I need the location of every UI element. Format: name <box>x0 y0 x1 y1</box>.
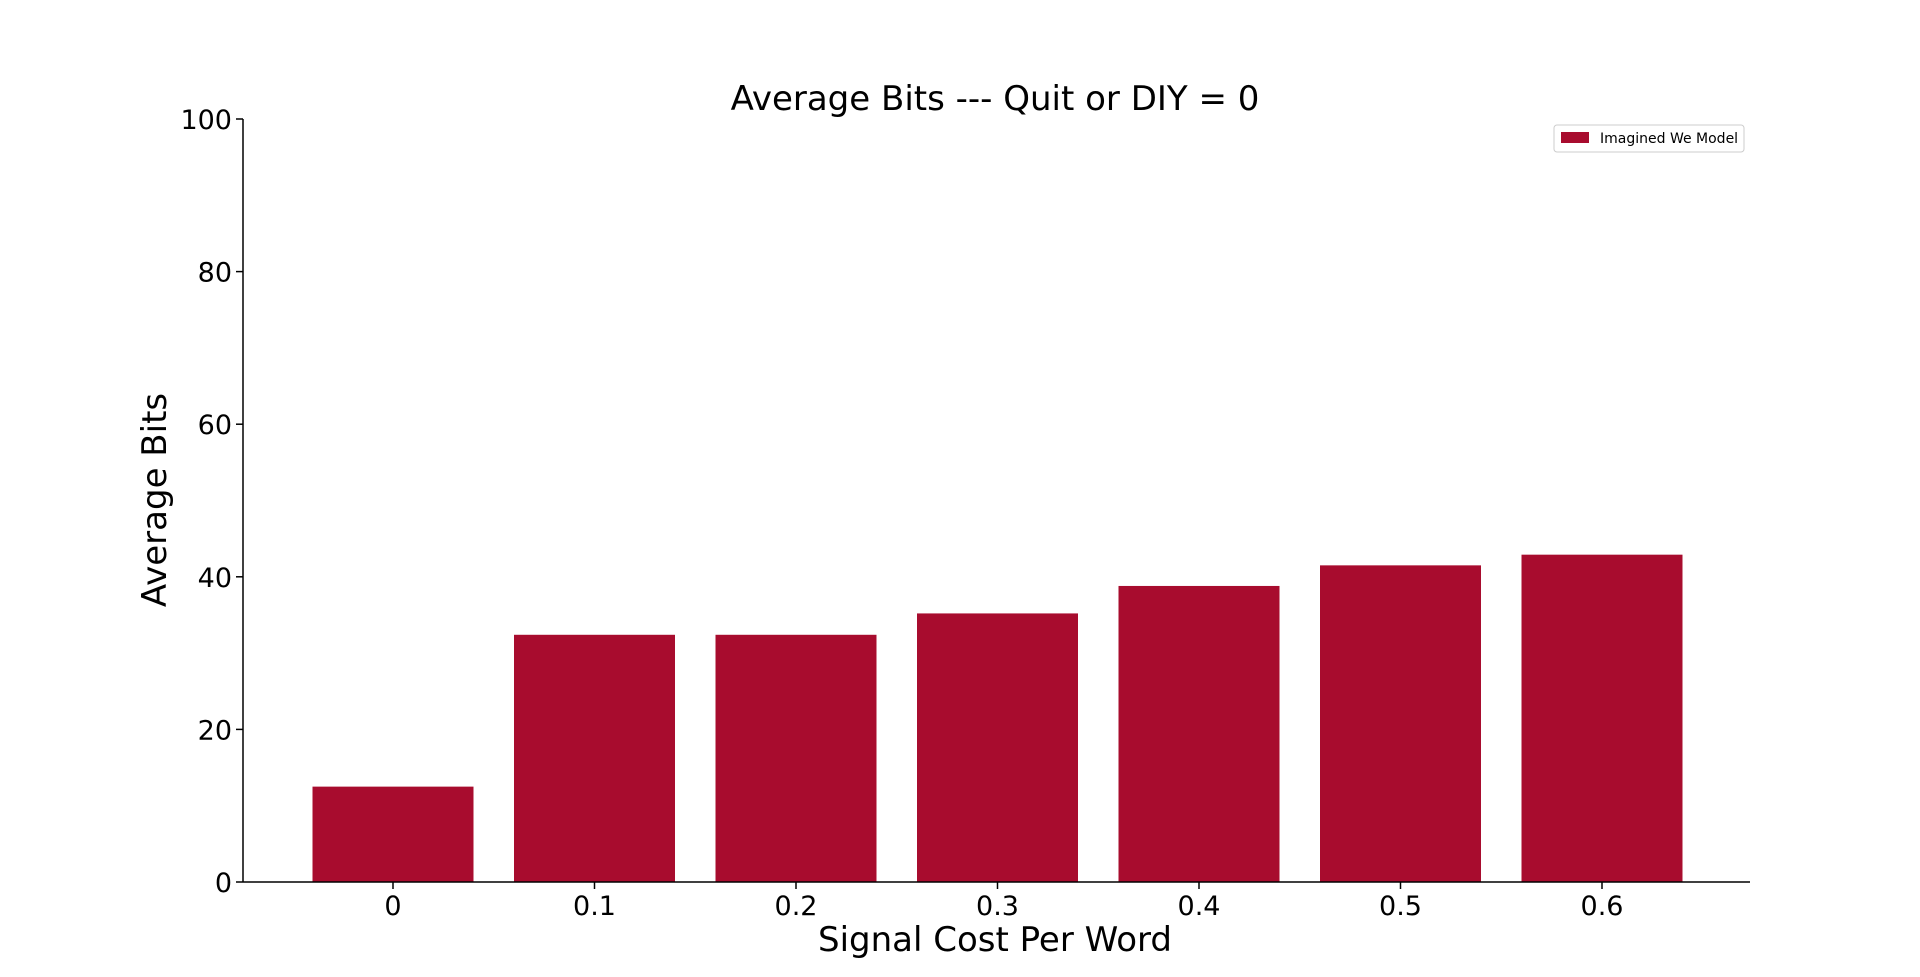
x-tick-label: 0.1 <box>573 891 616 922</box>
legend-swatch <box>1561 132 1589 143</box>
x-tick-label: 0.3 <box>976 891 1019 922</box>
x-tick-label: 0 <box>384 891 401 922</box>
y-tick-label: 60 <box>198 410 232 441</box>
bar-0.6 <box>1521 554 1683 882</box>
y-tick-label: 80 <box>198 258 232 289</box>
legend: Imagined We Model <box>1553 124 1745 153</box>
y-ticks-group: 0 20 40 60 80 100 <box>180 105 243 899</box>
x-ticks-group: 0 0.1 0.2 0.3 0.4 0.5 0.6 <box>384 882 1623 922</box>
y-tick-label: 40 <box>198 563 232 594</box>
x-tick-label: 0.2 <box>775 891 818 922</box>
x-tick-label: 0.5 <box>1379 891 1422 922</box>
y-tick-label: 0 <box>215 868 232 899</box>
x-axis-label: Signal Cost Per Word <box>818 920 1172 960</box>
bar-0.1 <box>514 634 675 882</box>
x-tick-label: 0.4 <box>1178 891 1221 922</box>
chart-title: Average Bits --- Quit or DIY = 0 <box>731 79 1260 119</box>
x-tick-label: 0.6 <box>1581 891 1624 922</box>
legend-label: Imagined We Model <box>1600 131 1738 147</box>
y-tick-label: 20 <box>198 715 232 746</box>
bars-group <box>312 554 1683 882</box>
y-axis-label: Average Bits <box>135 393 175 607</box>
bar-0.2 <box>715 634 877 882</box>
bar-0.5 <box>1320 565 1481 882</box>
bar-0 <box>312 786 474 882</box>
y-tick-label: 100 <box>180 105 232 136</box>
bar-0.3 <box>917 613 1078 882</box>
legend-frame <box>1553 124 1745 153</box>
bar-0.4 <box>1118 585 1280 882</box>
